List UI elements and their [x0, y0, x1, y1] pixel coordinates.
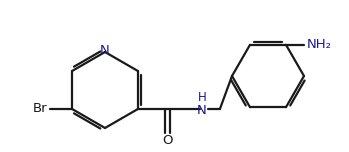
Text: N: N: [197, 104, 207, 116]
Text: NH₂: NH₂: [307, 38, 332, 51]
Text: H: H: [198, 91, 206, 104]
Text: O: O: [163, 133, 173, 147]
Text: Br: Br: [32, 102, 47, 116]
Text: N: N: [100, 45, 110, 57]
